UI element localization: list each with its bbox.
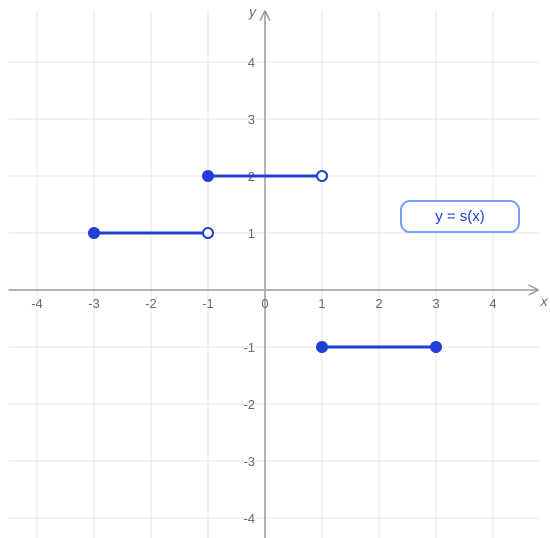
x-tick-label: -3 — [88, 296, 100, 311]
y-tick-label: 3 — [248, 112, 255, 127]
marker-open — [203, 228, 213, 238]
y-tick-label: -2 — [243, 397, 255, 412]
x-tick-label: 4 — [489, 296, 496, 311]
marker-closed — [89, 228, 99, 238]
marker-closed — [431, 342, 441, 352]
marker-open — [317, 171, 327, 181]
x-tick-label: -4 — [31, 296, 43, 311]
x-axis-label: x — [540, 293, 549, 309]
legend: y = s(x) — [400, 200, 520, 233]
y-axis-label: y — [248, 4, 257, 20]
x-tick-label: 1 — [318, 296, 325, 311]
x-tick-label: 2 — [375, 296, 382, 311]
x-tick-label: -2 — [145, 296, 157, 311]
y-tick-label: -4 — [243, 511, 255, 526]
x-tick-label: 3 — [432, 296, 439, 311]
legend-label: y = s(x) — [435, 208, 485, 225]
x-tick-label: 0 — [261, 296, 268, 311]
x-tick-label: -1 — [202, 296, 214, 311]
step-function-chart: xy-4-3-2-101234-4-3-2-11234 — [0, 0, 550, 538]
y-tick-label: 4 — [248, 55, 255, 70]
marker-closed — [317, 342, 327, 352]
marker-closed — [203, 171, 213, 181]
chart-container: xy-4-3-2-101234-4-3-2-11234 y = s(x) — [0, 0, 550, 538]
y-tick-label: 1 — [248, 226, 255, 241]
y-tick-label: -1 — [243, 340, 255, 355]
y-tick-label: -3 — [243, 454, 255, 469]
